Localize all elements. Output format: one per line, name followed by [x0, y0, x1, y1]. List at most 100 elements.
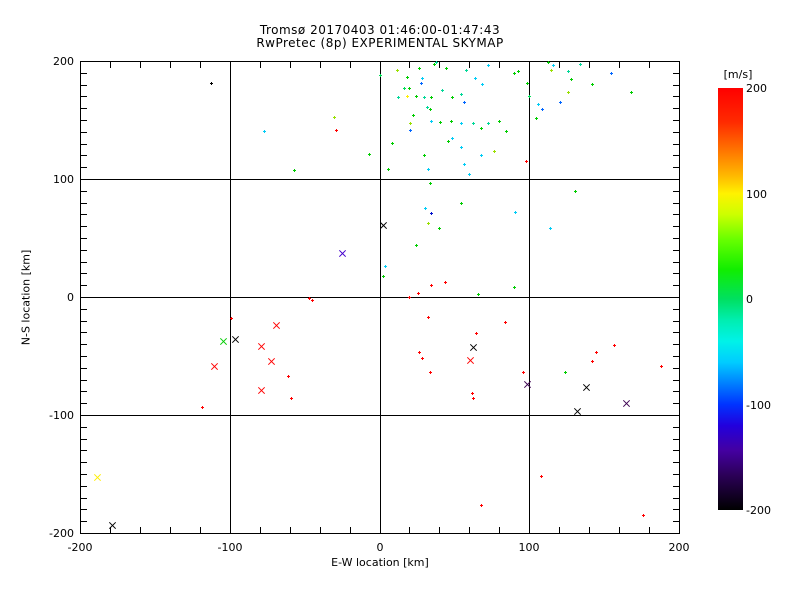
y-tick: [81, 262, 87, 263]
data-point: [406, 95, 409, 98]
data-point: [409, 129, 412, 132]
y-tick: [81, 462, 87, 463]
data-point: [528, 95, 531, 98]
y-tick: [673, 391, 679, 392]
data-point: [415, 244, 418, 247]
gridline-horizontal: [80, 297, 680, 298]
data-point: [623, 400, 630, 407]
x-tick-label: 0: [376, 541, 384, 554]
x-tick: [320, 62, 321, 68]
x-tick: [649, 62, 650, 68]
plot-overlay: [80, 61, 680, 534]
data-point: [460, 93, 463, 96]
y-tick: [81, 120, 87, 121]
data-point: [397, 96, 400, 99]
y-tick: [673, 250, 679, 251]
y-tick-label: 0: [67, 291, 74, 304]
x-tick: [80, 521, 81, 533]
x-tick: [170, 527, 171, 533]
data-point: [564, 371, 567, 374]
y-tick: [673, 85, 679, 86]
data-point: [439, 121, 442, 124]
y-tick: [673, 344, 679, 345]
data-point: [613, 344, 616, 347]
data-point: [525, 160, 528, 163]
x-tick: [469, 527, 470, 533]
data-point: [429, 108, 432, 111]
data-point: [472, 122, 475, 125]
y-tick: [81, 356, 87, 357]
data-point: [418, 351, 421, 354]
y-tick: [81, 132, 87, 133]
y-tick: [81, 486, 87, 487]
colorbar: [718, 88, 743, 510]
x-tick: [439, 527, 440, 533]
y-tick: [81, 167, 87, 168]
data-point: [504, 321, 507, 324]
data-point: [445, 67, 448, 70]
y-tick: [673, 226, 679, 227]
x-tick: [170, 62, 171, 68]
x-tick: [619, 527, 620, 533]
data-point: [451, 96, 454, 99]
data-point: [630, 91, 633, 94]
data-point: [467, 357, 474, 364]
data-point: [311, 299, 314, 302]
y-tick: [673, 356, 679, 357]
y-tick: [667, 297, 679, 298]
data-point: [380, 222, 387, 229]
data-point: [474, 77, 477, 80]
x-tick: [619, 62, 620, 68]
x-tick-label: 100: [518, 541, 540, 554]
y-tick: [673, 380, 679, 381]
data-point: [430, 284, 433, 287]
y-tick: [81, 250, 87, 251]
data-point: [447, 140, 450, 143]
y-tick: [673, 273, 679, 274]
y-tick: [673, 486, 679, 487]
x-tick: [140, 527, 141, 533]
data-point: [537, 103, 540, 106]
data-point: [333, 116, 336, 119]
data-point: [391, 142, 394, 145]
data-point: [408, 87, 411, 90]
data-point: [94, 474, 101, 481]
y-tick: [673, 144, 679, 145]
data-point: [524, 381, 531, 388]
data-point: [290, 397, 293, 400]
data-point: [574, 190, 577, 193]
data-point: [418, 67, 421, 70]
y-tick: [81, 439, 87, 440]
y-tick: [673, 368, 679, 369]
x-tick: [409, 527, 410, 533]
x-tick: [350, 527, 351, 533]
y-tick: [673, 238, 679, 239]
data-point: [396, 69, 399, 72]
data-point: [470, 344, 477, 351]
data-point: [384, 265, 387, 268]
data-point: [427, 168, 430, 171]
y-tick: [81, 73, 87, 74]
x-tick: [589, 62, 590, 68]
y-tick: [81, 533, 93, 534]
y-tick: [81, 144, 87, 145]
y-tick: [673, 191, 679, 192]
data-point: [660, 365, 663, 368]
colorbar-tick-label: 200: [746, 82, 767, 95]
y-tick: [81, 226, 87, 227]
data-point: [109, 522, 116, 529]
data-point: [468, 173, 471, 176]
y-tick: [81, 203, 87, 204]
y-tick: [81, 332, 87, 333]
data-point: [477, 293, 480, 296]
y-tick: [81, 96, 87, 97]
data-point: [547, 61, 550, 64]
data-point: [480, 504, 483, 507]
gridline-vertical: [529, 61, 530, 534]
data-point: [535, 117, 538, 120]
y-tick-label: 200: [53, 55, 74, 68]
y-tick: [81, 521, 87, 522]
y-tick: [667, 533, 679, 534]
data-point: [421, 357, 424, 360]
data-point: [230, 317, 233, 320]
